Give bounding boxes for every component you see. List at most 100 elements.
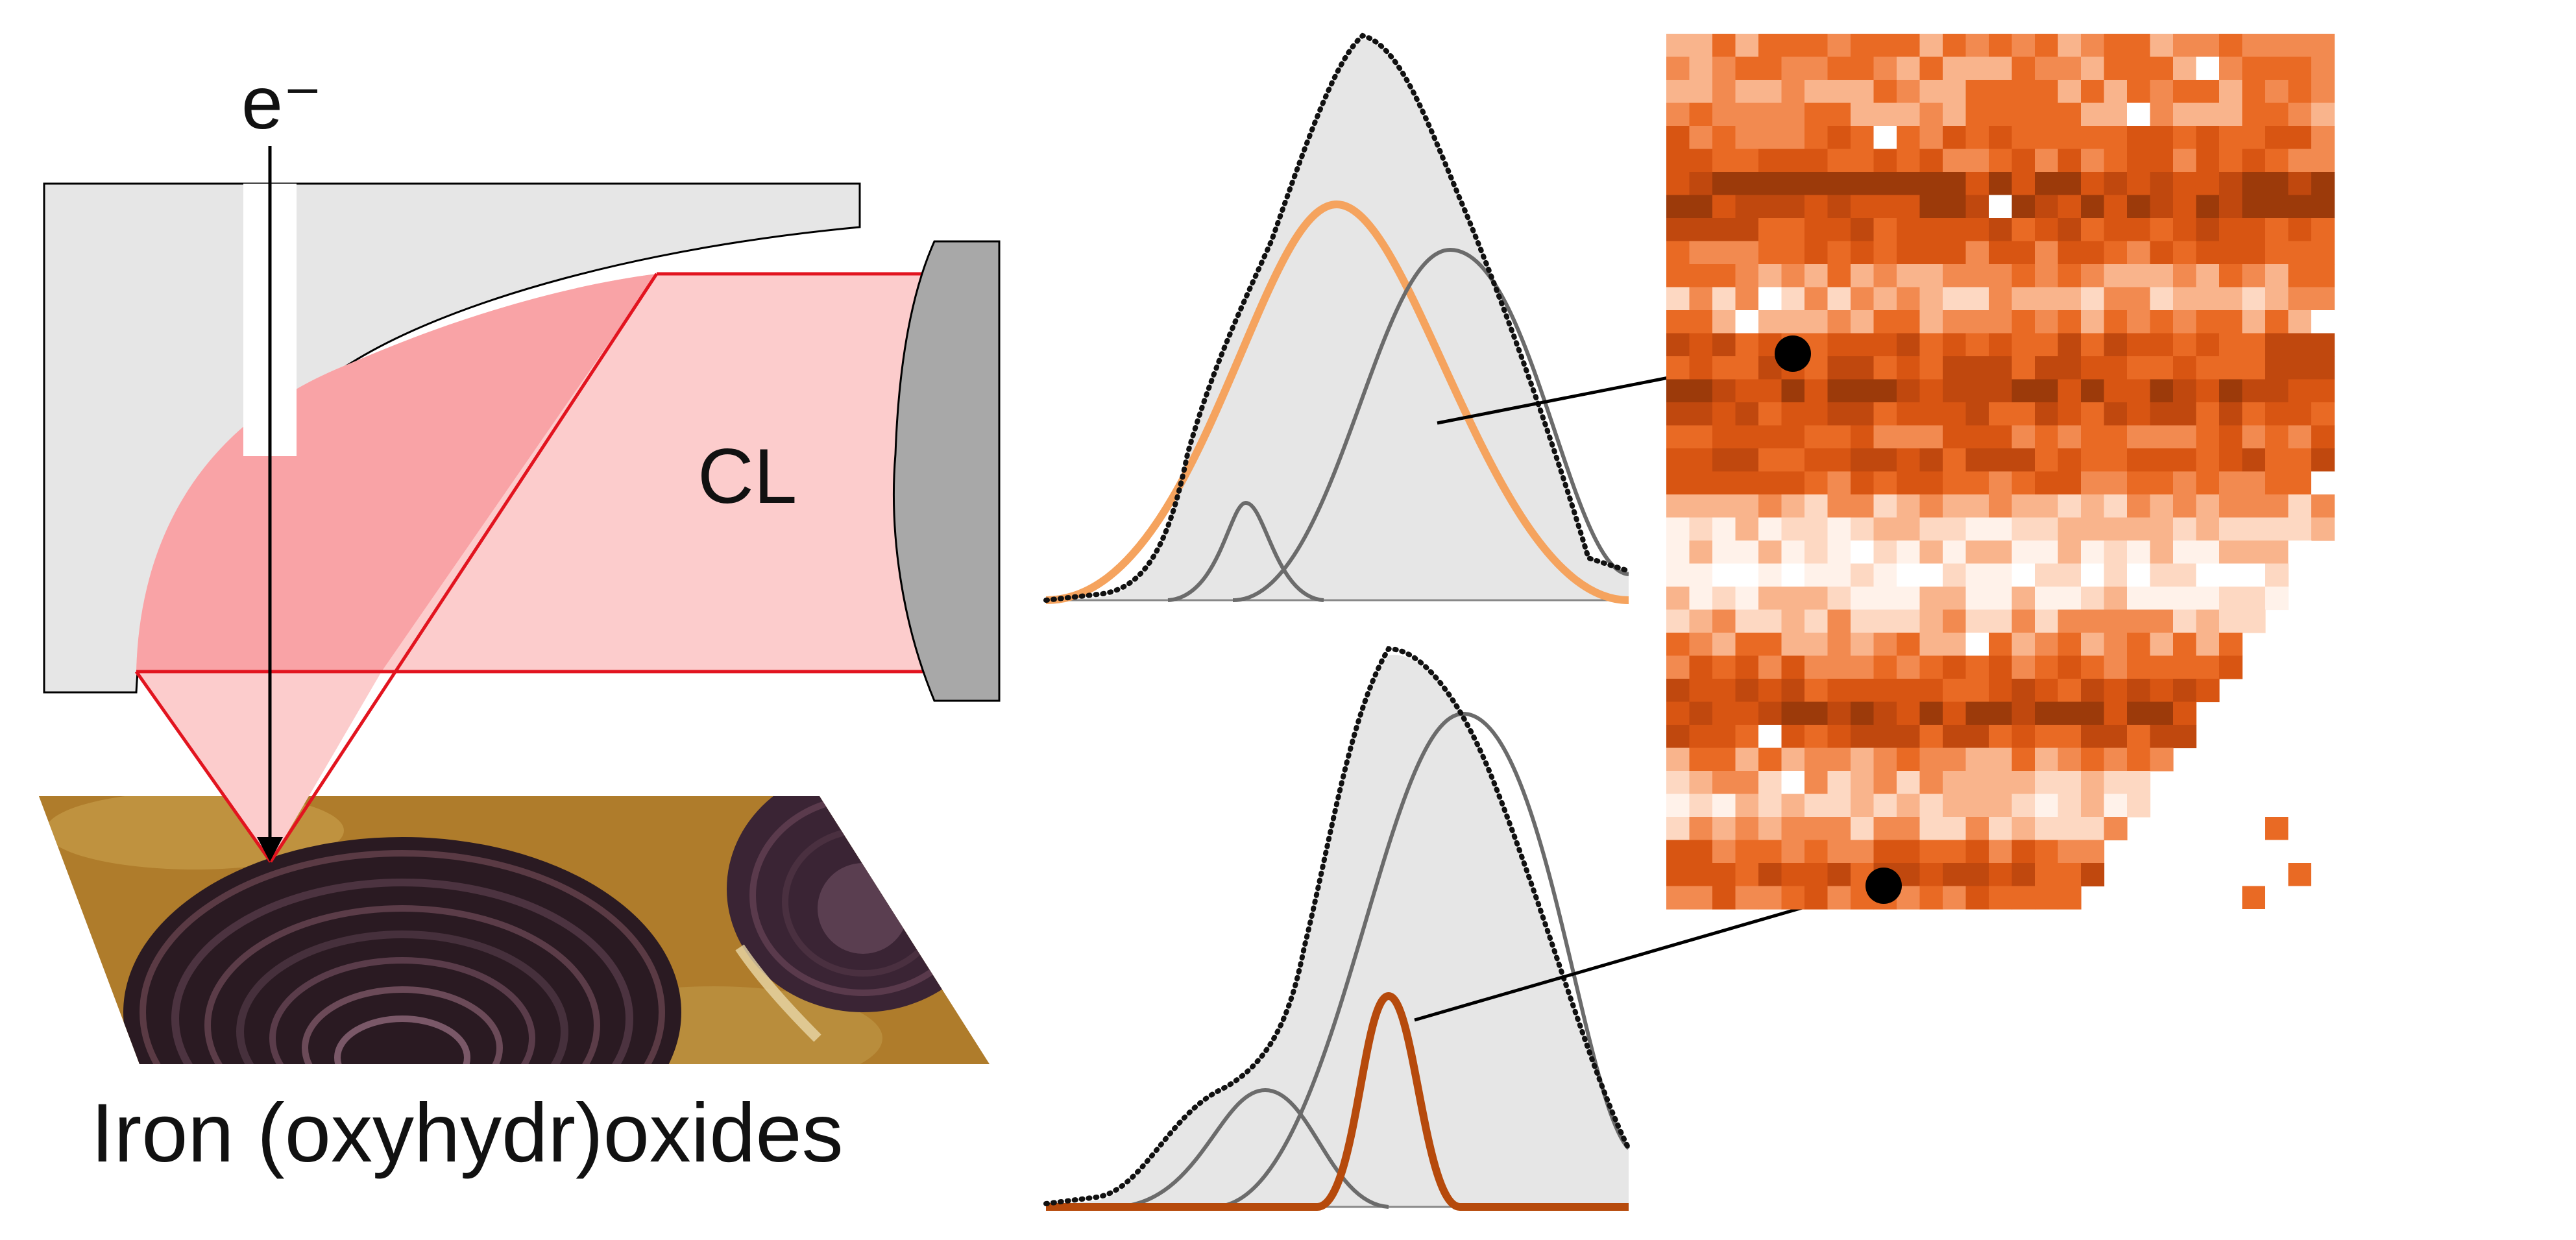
map-pixel (2035, 701, 2059, 725)
map-pixel (2265, 379, 2289, 403)
map-pixel (1919, 264, 1943, 288)
map-pixel (1804, 195, 1829, 219)
map-pixel (1943, 195, 1967, 219)
map-pixel (1965, 379, 1989, 403)
map-pixel (2288, 863, 2311, 886)
map-pixel (2150, 218, 2174, 242)
map-pixel (2081, 863, 2105, 887)
map-pixel (2081, 541, 2105, 565)
map-pixel (2104, 310, 2128, 334)
map-pixel (2219, 379, 2243, 403)
map-pixel (2150, 448, 2174, 472)
map-pixel (2058, 771, 2082, 795)
map-pixel (2058, 333, 2082, 357)
map-pixel (1873, 725, 1897, 749)
map-pixel (2035, 517, 2059, 541)
map-pixel (1897, 172, 1921, 196)
map-pixel (1712, 886, 1736, 910)
map-pixel (1735, 379, 1759, 403)
map-pixel (2035, 34, 2059, 58)
map-pixel (2219, 471, 2243, 495)
map-pixel (2288, 517, 2312, 541)
map-pixel (1897, 149, 1921, 173)
map-pixel (2081, 333, 2105, 357)
map-pixel (2173, 701, 2197, 725)
map-pixel (1689, 794, 1713, 818)
map-pixel (1804, 218, 1829, 242)
map-pixel (1712, 379, 1736, 403)
map-pixel (2127, 494, 2151, 518)
map-pixel (2242, 356, 2266, 380)
map-pixel (2081, 587, 2105, 611)
map-pixel (2104, 126, 2128, 150)
map-pixel (1943, 425, 1967, 449)
map-pixel (2173, 655, 2197, 679)
map-pixel (1781, 541, 1805, 565)
map-pixel (2173, 425, 2197, 449)
map-pixel (2011, 817, 2035, 841)
map-pixel (2265, 356, 2289, 380)
map-pixel (2104, 241, 2128, 265)
map-pixel (1666, 563, 1690, 587)
map-pixel (1919, 172, 1943, 196)
map-pixel (2104, 494, 2128, 518)
map-pixel (2196, 425, 2220, 449)
map-pixel (1989, 748, 2013, 772)
map-pixel (2104, 655, 2128, 679)
map-pixel (2196, 679, 2220, 703)
map-pixel (1712, 126, 1736, 150)
map-pixel (1781, 34, 1805, 58)
map-pixel (2311, 149, 2335, 173)
map-pixel (1689, 333, 1713, 357)
map-pixel (1712, 333, 1736, 357)
map-pixel (1666, 287, 1690, 311)
map-pixel (2035, 287, 2059, 311)
map-pixel (2242, 218, 2266, 242)
map-pixel (2196, 333, 2220, 357)
map-pixel (1804, 725, 1829, 749)
map-pixel (1666, 310, 1690, 334)
map-pixel (2035, 748, 2059, 772)
map-pixel (2150, 655, 2174, 679)
map-pixel (2150, 356, 2174, 380)
map-pixel (2150, 379, 2174, 403)
map-pixel (1712, 633, 1736, 657)
map-pixel (2127, 448, 2151, 472)
map-pixel (2150, 748, 2174, 772)
map-pixel (2011, 448, 2035, 472)
map-pixel (1851, 310, 1875, 334)
map-pixel (2058, 541, 2082, 565)
map-pixel (1965, 840, 1989, 864)
map-pixel (1758, 563, 1782, 587)
map-pixel (1804, 56, 1829, 80)
map-pixel (2196, 655, 2220, 679)
map-pixel (1873, 587, 1897, 611)
map-pixel (2011, 103, 2035, 127)
map-pixel (1804, 172, 1829, 196)
map-pixel (1873, 172, 1897, 196)
map-pixel (2058, 448, 2082, 472)
map-pixel (1919, 587, 1943, 611)
map-pixel (2219, 356, 2243, 380)
map-pixel (1758, 817, 1782, 841)
map-pixel (2035, 679, 2059, 703)
map-pixel (1989, 356, 2013, 380)
map-pixel (1804, 633, 1829, 657)
map-pixel (1781, 748, 1805, 772)
map-pixel (1781, 172, 1805, 196)
map-pixel (2288, 264, 2312, 288)
map-pixel (1943, 679, 1967, 703)
map-pixel (1989, 333, 2013, 357)
map-pixel (2150, 103, 2174, 127)
map-pixel (1897, 655, 1921, 679)
map-pixel (2173, 310, 2197, 334)
map-pixel (1919, 80, 1943, 104)
map-pixel (1666, 218, 1690, 242)
map-pixel (2288, 494, 2312, 518)
map-pixel (2035, 103, 2059, 127)
map-pixel (1851, 794, 1875, 818)
map-pixel (2127, 425, 2151, 449)
map-pixel (1735, 195, 1759, 219)
map-pixel (1943, 103, 1967, 127)
map-pixel (1919, 126, 1943, 150)
